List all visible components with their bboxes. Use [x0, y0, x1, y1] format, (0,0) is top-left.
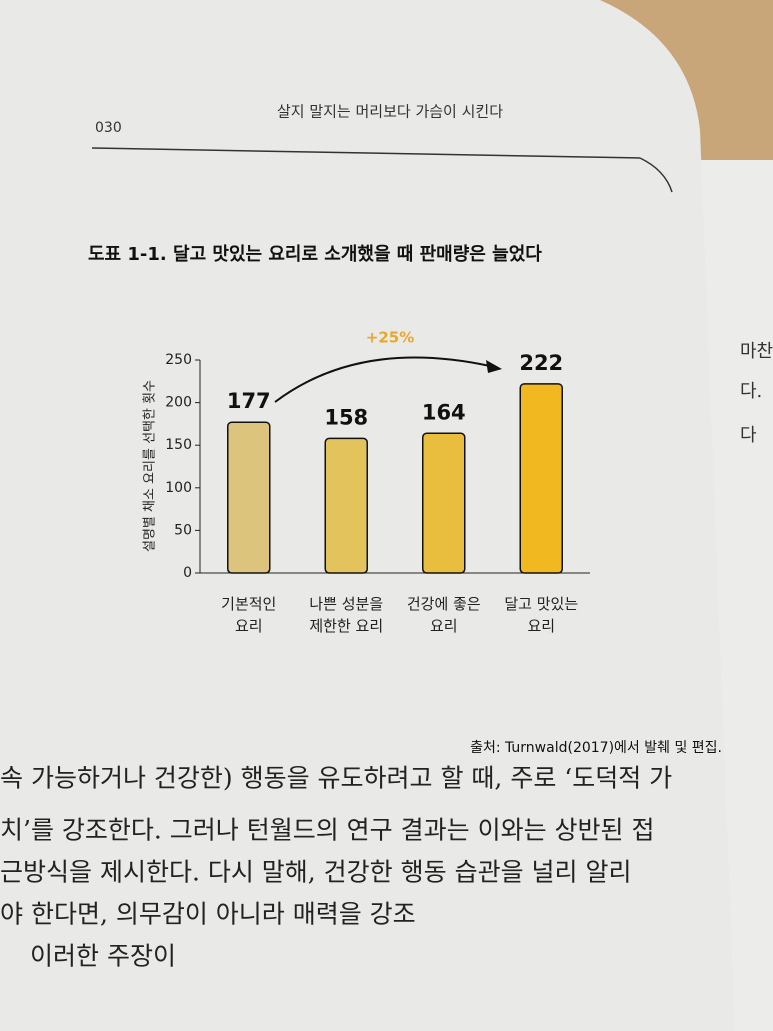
- header-rule: [639, 157, 673, 193]
- page-number: 030: [95, 120, 122, 136]
- body-line: 속 가능하거나 건강한) 행동을 유도하려고 할 때, 주로 ‘도덕적 가: [0, 764, 672, 793]
- x-tick-label: 나쁜 성분을 제한한 요리: [309, 595, 384, 635]
- bar: [519, 383, 563, 574]
- arrow-head: [486, 360, 502, 373]
- body-line: 근방식을 제시한다. 다시 말해, 건강한 행동 습관을 널리 알리: [0, 858, 631, 887]
- value-label: 177: [227, 389, 271, 413]
- bar: [227, 421, 271, 574]
- bar: [422, 432, 466, 574]
- fragment: 다: [740, 425, 757, 446]
- value-label: 222: [519, 351, 563, 375]
- value-label: 158: [324, 405, 368, 429]
- bar: [324, 437, 368, 574]
- header-rule: [91, 147, 641, 159]
- body-line: 치’를 강조한다. 그러나 턴월드의 연구 결과는 이와는 상반된 접: [0, 816, 654, 845]
- chart-title: 도표 1-1. 달고 맛있는 요리로 소개했을 때 판매량은 늘었다: [88, 244, 542, 265]
- y-tick-label: 100: [165, 480, 192, 496]
- arrow: [274, 356, 491, 403]
- body-line: 이러한 주장이: [30, 942, 176, 971]
- annotation: +25%: [366, 329, 414, 347]
- y-tick-label: 150: [165, 437, 192, 453]
- value-label: 164: [422, 400, 466, 424]
- x-tick-label: 건강에 좋은 요리: [406, 595, 481, 635]
- y-tick-label: 200: [165, 395, 192, 411]
- y-tick-label: 0: [183, 565, 192, 581]
- running-title: 살지 말지는 머리보다 가슴이 시킨다: [277, 103, 503, 121]
- y-tick-label: 250: [165, 352, 192, 368]
- y-axis-label: 설명별 채소 요리를 선택한 횟수: [143, 380, 158, 552]
- y-tick-label: 50: [174, 522, 192, 538]
- source: 출처: Turnwald(2017)에서 발췌 및 편집.: [470, 740, 722, 756]
- fragment: 다.: [740, 381, 762, 402]
- x-tick-label: 기본적인 요리: [221, 595, 277, 635]
- x-tick-label: 달고 맛있는 요리: [504, 595, 579, 635]
- fragment: 마찬: [740, 341, 773, 362]
- body-line: 야 한다면, 의무감이 아니라 매력을 강조: [0, 900, 416, 929]
